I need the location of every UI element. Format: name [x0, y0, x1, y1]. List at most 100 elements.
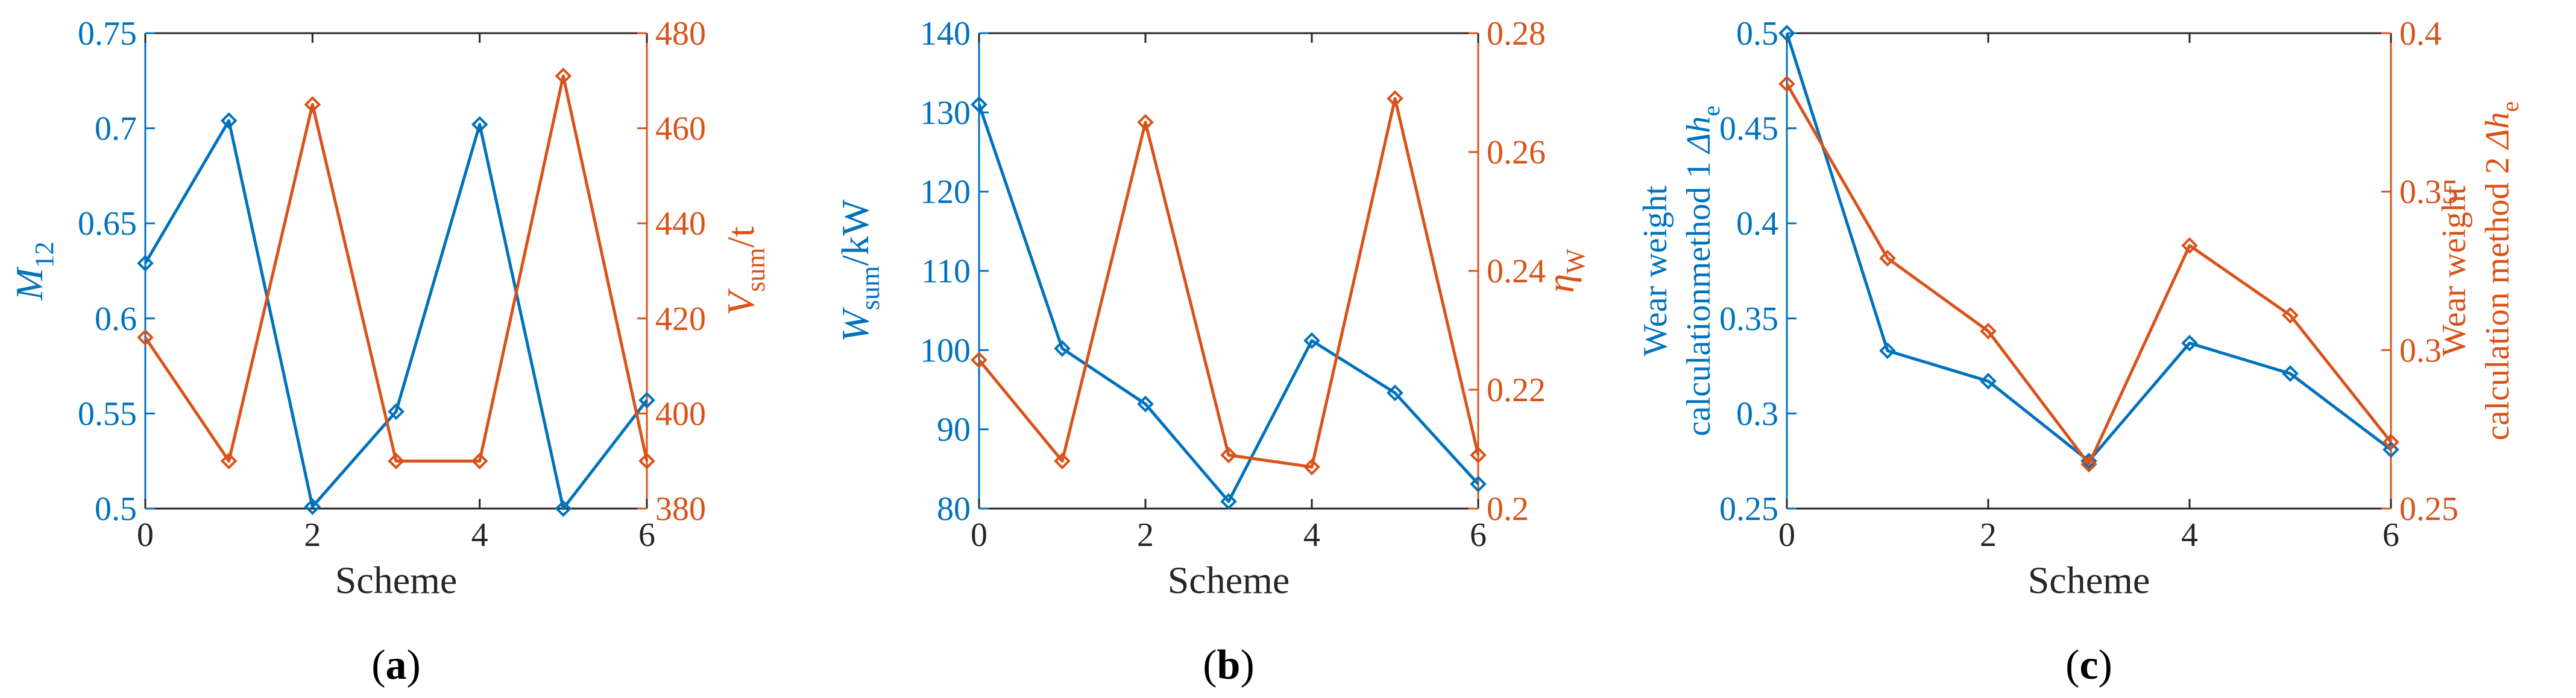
right-y-tick-label: 0.22 [1487, 372, 1546, 409]
left-y-tick-label: 0.35 [1719, 300, 1778, 338]
series-line [1785, 33, 2392, 463]
left-y-tick-label: 140 [920, 15, 971, 52]
data-point-marker [1054, 340, 1071, 357]
x-tick-label: 4 [1303, 516, 1320, 554]
chart-panel-c: 0 2 4 60.250.30.350.40.450.50.250.30.350.4S… [1637, 15, 2524, 688]
data-point-marker [1387, 90, 1403, 107]
right-y-axis-label-line2: calculation method 2 Δhe [2479, 101, 2524, 440]
left-y-axis-label-line1: Wear weight [1637, 185, 1674, 357]
right-y-tick-label: 0.24 [1487, 253, 1546, 290]
left-y-tick-label: 120 [920, 174, 971, 211]
data-point-marker [2080, 455, 2097, 473]
right-y-axis-label: Vsum/t [719, 226, 770, 316]
data-point-marker [1879, 342, 1896, 360]
x-tick-label: 2 [304, 516, 321, 554]
data-point-marker [220, 452, 238, 470]
data-point-marker [2382, 433, 2399, 451]
data-point-marker [304, 96, 321, 113]
x-tick-label: 0 [971, 516, 987, 554]
left-y-tick-label: 90 [937, 411, 971, 449]
x-tick-label: 2 [1137, 516, 1154, 554]
x-tick-label: 6 [2382, 516, 2399, 554]
right-y-tick-label: 0.25 [2399, 490, 2458, 528]
series-right [137, 68, 655, 470]
left-y-tick-label: 0.55 [78, 395, 137, 433]
data-point-marker [1387, 384, 1403, 402]
left-y-tick-label: 0.5 [95, 490, 137, 528]
data-point-marker [1778, 25, 1795, 42]
left-y-tick-label: 130 [920, 94, 971, 132]
data-point-marker [1778, 75, 1795, 92]
right-y-axis-label: ηW [1539, 249, 1590, 293]
x-tick-label: 2 [1980, 516, 1997, 554]
data-point-marker [638, 392, 655, 409]
x-tick-label: 6 [638, 516, 655, 554]
data-point-marker [1054, 452, 1071, 470]
right-y-tick-label: 480 [655, 15, 706, 52]
x-tick-label: 6 [1470, 516, 1487, 554]
x-axis-label: Scheme [1168, 559, 1290, 601]
right-y-tick-label: 0.4 [2399, 15, 2442, 52]
left-y-tick-label: 110 [921, 253, 971, 290]
left-y-tick-label: 0.5 [1736, 15, 1778, 52]
data-point-marker [555, 500, 572, 517]
right-y-tick-label: 400 [655, 395, 706, 433]
left-y-axis-label: Wear weight calculationmethod 1 Δhe [1637, 106, 1725, 436]
series-left [1778, 25, 2399, 470]
left-y-tick-label: 0.4 [1736, 205, 1778, 243]
series-right [1778, 75, 2399, 473]
right-y-tick-label: 0.28 [1487, 15, 1546, 52]
data-point-marker [1470, 475, 1487, 493]
left-y-tick-label: 0.25 [1719, 490, 1778, 528]
data-point-marker [971, 351, 987, 369]
data-point-marker [304, 498, 321, 515]
data-point-marker [388, 403, 405, 420]
series-left [971, 96, 1487, 510]
right-y-tick-label: 380 [655, 490, 706, 528]
data-point-marker [1879, 250, 1896, 267]
right-y-tick-label: 420 [655, 300, 706, 338]
data-point-marker [2282, 365, 2299, 382]
data-point-marker [137, 329, 154, 346]
data-point-marker [971, 96, 987, 113]
data-point-marker [471, 116, 488, 133]
chart-panel-a: 0 2 4 6 0.5 0.55 0.6 0.65 0.7 0.75 380 400 420 440 460… [8, 15, 770, 688]
left-y-tick-label: 100 [920, 332, 971, 369]
right-y-tick-label: 0.3 [2399, 332, 2442, 369]
left-y-tick-label: 0.75 [78, 15, 137, 52]
left-y-tick-label: 80 [937, 490, 971, 528]
data-point-marker [2181, 334, 2198, 352]
series-line [143, 119, 648, 510]
data-point-marker [2282, 306, 2299, 324]
data-point-marker [1303, 332, 1320, 349]
panel-label: (a) [371, 642, 421, 688]
data-point-marker [471, 452, 488, 470]
data-point-marker [388, 452, 405, 470]
data-point-marker [1137, 113, 1154, 131]
x-tick-label: 4 [471, 516, 488, 554]
data-point-marker [555, 68, 572, 84]
chart-panel-b: 0 2 4 6 80 90 100 110 120 130 140 0.2 0.22 0.24 0.26 0.… [834, 15, 1590, 688]
left-y-tick-label: 0.7 [95, 110, 137, 148]
data-point-marker [1303, 458, 1320, 475]
series-line [1785, 83, 2392, 466]
x-axis-label: Scheme [2028, 559, 2150, 601]
left-y-axis-label: Wsum/kW [834, 199, 885, 342]
panel-label: (c) [2065, 642, 2112, 688]
data-point-marker [1980, 322, 1997, 340]
right-y-tick-label: 0.35 [2399, 174, 2458, 211]
panel-label: (b) [1203, 642, 1255, 688]
data-point-marker [638, 452, 655, 470]
series-line [978, 97, 1480, 469]
x-tick-label: 4 [2181, 516, 2198, 554]
right-y-tick-label: 0.2 [1487, 490, 1529, 528]
right-y-tick-label: 440 [655, 205, 706, 243]
data-point-marker [220, 112, 238, 129]
right-y-tick-label: 460 [655, 110, 706, 148]
left-y-tick-label: 0.65 [78, 205, 137, 243]
left-y-tick-label: 0.6 [95, 300, 137, 338]
left-y-tick-label: 0.45 [1719, 110, 1778, 148]
data-point-marker [1470, 446, 1487, 464]
right-y-axis-label-line1: Wear weight [2436, 185, 2473, 357]
